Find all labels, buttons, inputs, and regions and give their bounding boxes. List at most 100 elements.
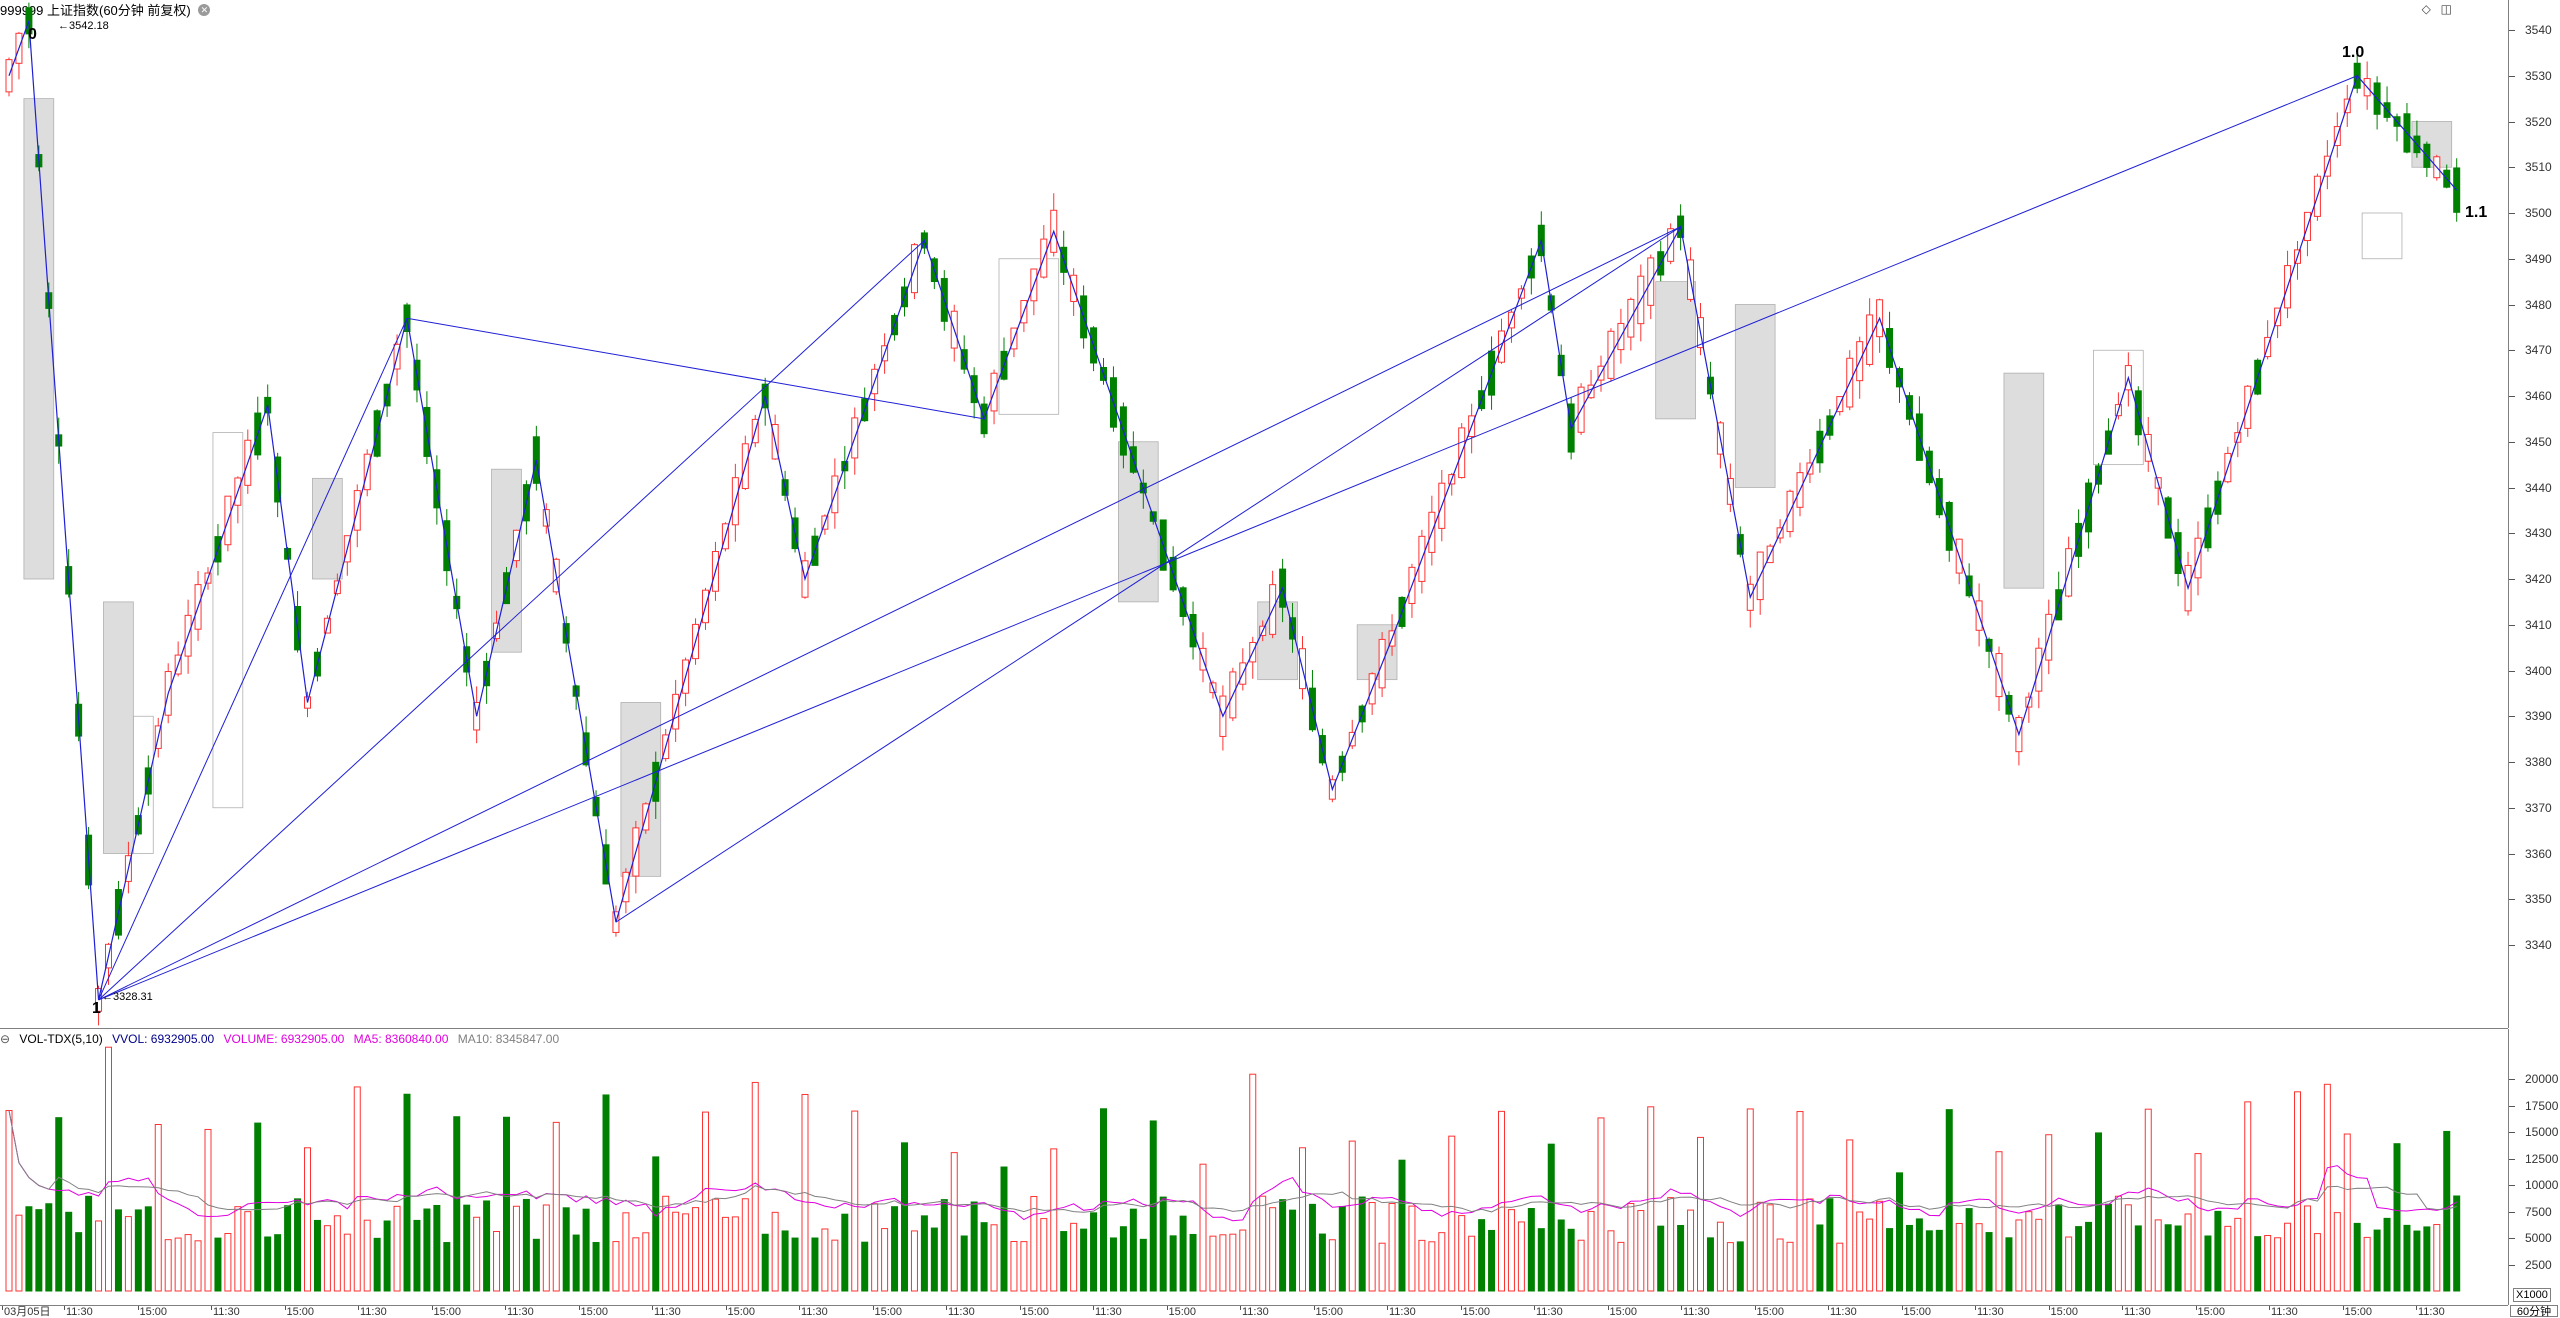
volume-bar — [1876, 1200, 1884, 1292]
volume-bar — [2025, 1211, 2033, 1292]
volume-bar — [363, 1219, 371, 1292]
volume-bar — [1338, 1206, 1346, 1292]
volume-bar — [950, 1152, 958, 1292]
volume-bar — [2343, 1133, 2351, 1292]
price-tick-label: 3510 — [2509, 160, 2552, 175]
volume-bar — [1945, 1109, 1953, 1292]
volume-bar — [2055, 1204, 2063, 1292]
volume-bar — [2035, 1218, 2043, 1292]
price-tick-label: 3410 — [2509, 617, 2552, 632]
volume-bar — [791, 1237, 799, 1292]
vol-indicator-name[interactable]: VOL-TDX(5,10) — [19, 1032, 103, 1046]
price-tick-label: 3490 — [2509, 251, 2552, 266]
time-tick-label: 11:30 — [2269, 1306, 2298, 1318]
volume-bar — [254, 1122, 262, 1292]
time-tick-label: 15:00 — [1901, 1306, 1932, 1318]
volume-bar — [2284, 1222, 2292, 1292]
volume-bar — [343, 1233, 351, 1292]
volume-bar — [1279, 1199, 1287, 1292]
volume-bar — [1358, 1196, 1366, 1292]
price-chart-panel[interactable]: 999999 上证指数(60分钟 前复权) ✕ ◇ ◫ 0 1 1.0 1.1 … — [0, 0, 2508, 1029]
price-tick-label: 3400 — [2509, 663, 2552, 678]
time-axis[interactable]: 03月05日 11:30 15:00 11:30 15:00 11:30 15:00 11:3… — [0, 1305, 2508, 1318]
price-tick-label: 3360 — [2509, 846, 2552, 861]
volume-bar — [393, 1205, 401, 1292]
volume-bar — [1806, 1198, 1814, 1292]
volume-bar — [1726, 1242, 1734, 1292]
window-toggle-icon[interactable]: ◫ — [2440, 2, 2452, 16]
volume-bar — [1537, 1228, 1545, 1292]
volume-bar — [1617, 1241, 1625, 1292]
volume-bar — [1826, 1198, 1834, 1292]
period-button[interactable]: 60分钟 — [2510, 1305, 2558, 1318]
price-tick-label: 3530 — [2509, 68, 2552, 83]
volume-bar — [2204, 1235, 2212, 1292]
volume-bar — [1239, 1229, 1247, 1292]
volume-axis[interactable]: 20000 17500 15000 12500 10000 7500 5000 2500 — [2508, 1029, 2560, 1305]
time-tick-label: 11:30 — [946, 1306, 975, 1318]
volume-bar — [463, 1204, 471, 1292]
volume-bar — [2154, 1219, 2162, 1292]
volume-bar — [15, 1214, 23, 1292]
volume-bar — [2433, 1224, 2441, 1292]
volume-chart-panel[interactable] — [0, 1029, 2508, 1305]
time-tick-label: 15:00 — [1019, 1306, 1050, 1318]
volume-bar — [891, 1206, 899, 1292]
settings-icon[interactable]: ✕ — [198, 3, 211, 16]
volume-bar — [244, 1211, 252, 1292]
volume-bar — [831, 1239, 839, 1292]
time-tick-label: 15:00 — [1166, 1306, 1197, 1318]
volume-bar — [1129, 1208, 1137, 1292]
ma5-value: MA5: 8360840.00 — [353, 1032, 449, 1046]
volume-bar — [35, 1209, 43, 1292]
diamond-icon[interactable]: ◇ — [2421, 2, 2431, 16]
volume-bar — [1328, 1239, 1336, 1292]
low-price-note: ←3328.31 — [102, 991, 153, 1003]
high-price-value: 3542.18 — [69, 20, 109, 32]
price-tick-label: 3420 — [2509, 572, 2552, 586]
volume-bar — [1498, 1110, 1505, 1292]
volume-bar — [960, 1235, 968, 1292]
trend-line — [406, 317, 985, 420]
time-tick-label: 15:00 — [2195, 1306, 2226, 1318]
time-tick-label: 03月05日 — [1, 1306, 51, 1318]
volume-bar — [333, 1215, 341, 1292]
volume-bar — [1577, 1239, 1585, 1292]
volume-bar — [1209, 1235, 1217, 1292]
volume-bar — [642, 1232, 650, 1292]
volume-bar — [940, 1199, 948, 1292]
volume-bar — [65, 1211, 73, 1292]
volume-bar — [1418, 1239, 1426, 1292]
ma5-line — [8, 1110, 2457, 1222]
volume-bar — [1985, 1232, 1993, 1292]
volume-bar — [841, 1213, 849, 1292]
price-range-box — [103, 601, 134, 854]
volume-bar — [2015, 1219, 2023, 1292]
volume-bar — [1388, 1203, 1396, 1292]
volume-tick-label: 12500 — [2508, 1151, 2559, 1166]
volume-bar — [1975, 1223, 1983, 1292]
volume-bar — [373, 1237, 381, 1292]
volume-bar — [1468, 1235, 1476, 1292]
volume-bar — [582, 1208, 590, 1292]
volume-bar — [2164, 1224, 2172, 1292]
indicator-toggle-icon[interactable]: ⊖ — [0, 1032, 11, 1046]
volume-bar — [592, 1242, 600, 1292]
price-range-box — [1118, 441, 1159, 603]
volume-bar — [2313, 1233, 2321, 1292]
volume-tick-label: 20000 — [2508, 1072, 2559, 1086]
vvol-value: VVOL: 6932905.00 — [112, 1032, 215, 1046]
volume-bar — [1866, 1218, 1874, 1292]
volume-indicator-header: ⊖ VOL-TDX(5,10) VVOL: 6932905.00 VOLUME:… — [0, 1032, 565, 1048]
low-price-value: 3328.31 — [113, 991, 153, 1003]
volume-bar — [1169, 1235, 1177, 1292]
time-tick-label: 15:00 — [137, 1306, 168, 1318]
volume-bar — [2005, 1237, 2013, 1292]
volume-bar — [1478, 1219, 1486, 1292]
volume-bar — [1159, 1196, 1167, 1292]
volume-bar — [443, 1242, 451, 1292]
volume-bar — [114, 1209, 122, 1292]
volume-bar — [1100, 1108, 1107, 1292]
volume-chart — [5, 1046, 2461, 1292]
price-axis[interactable]: 3540 3530 3520 3510 3500 3490 3480 3470 3460 3450… — [2508, 0, 2560, 1028]
